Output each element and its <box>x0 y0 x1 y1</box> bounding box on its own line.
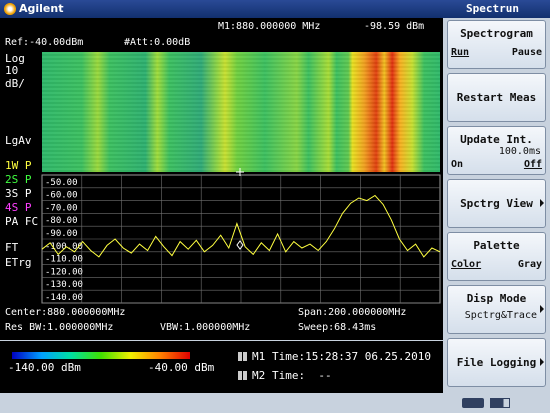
softkey-title: Spectrogram <box>460 27 533 40</box>
softkey[interactable]: Disp Mode Spctrg&Trace <box>447 285 546 334</box>
softkey-option: On <box>451 159 464 170</box>
center-freq: Center:880.000000MHz <box>5 307 126 318</box>
softkey[interactable]: Spectrogram Run Pause <box>447 20 546 69</box>
info-panel <box>0 341 443 393</box>
res-bw: Res BW:1.000000MHz <box>5 322 114 333</box>
softkey-title: File Logging <box>456 356 537 369</box>
side-label: 4S P <box>5 201 32 214</box>
softkey-title: Disp Mode <box>466 292 527 305</box>
battery-icon <box>490 398 510 408</box>
submenu-arrow <box>540 358 544 366</box>
submenu-arrow <box>540 199 544 207</box>
softkey-option: Pause <box>511 47 542 58</box>
softkey[interactable]: Restart Meas <box>447 73 546 122</box>
side-label: Log <box>5 52 25 65</box>
softkey-option: Color <box>451 259 482 270</box>
marker-readout: M1:880.000000 MHz <box>218 21 321 32</box>
sweep: Sweep:68.43ms <box>298 322 377 333</box>
time-text: Time:15:28:37 06.25.2010 <box>272 350 431 363</box>
marker-icon <box>238 371 247 380</box>
palette-max: -40.00 dBm <box>148 361 215 374</box>
softkey-title: Palette <box>473 239 520 252</box>
softkey-option: Gray <box>517 259 542 270</box>
palette-min: -140.00 dBm <box>8 361 81 374</box>
time-label: M1 <box>252 350 266 363</box>
time-label: M2 <box>252 369 266 382</box>
softkey-option: Run <box>451 47 470 58</box>
y-tick-label: -90.00 <box>45 229 78 239</box>
status-bar <box>0 393 550 413</box>
softkey[interactable]: Palette Color Gray <box>447 232 546 281</box>
side-label: 3S P <box>5 187 32 200</box>
top-bar <box>0 0 445 18</box>
softkey-option: Off <box>523 159 542 170</box>
spectrogram-marker <box>236 168 244 176</box>
y-tick-label: -70.00 <box>45 203 78 213</box>
side-label: ETrg <box>5 256 32 269</box>
softkey-value: Spctrg&Trace <box>464 310 537 321</box>
logo <box>4 3 16 15</box>
softkey[interactable]: Spctrg View <box>447 179 546 228</box>
side-label: dB/ <box>5 77 25 90</box>
y-tick-label: -110.00 <box>45 255 83 265</box>
y-tick-label: -50.00 <box>45 178 78 188</box>
marker-diamond <box>236 240 244 250</box>
ref-level: Ref:-40.00dBm <box>5 37 84 48</box>
palette-bar <box>12 352 190 359</box>
y-tick-label: -130.00 <box>45 280 83 290</box>
y-tick-label: -60.00 <box>45 191 78 201</box>
y-tick-label: -100.00 <box>45 242 83 252</box>
mode-title: Spectrun <box>466 2 519 15</box>
span: Span:200.000000MHz <box>298 307 407 318</box>
side-label: LgAv <box>5 134 32 147</box>
marker-icon <box>238 352 247 361</box>
brand: Agilent <box>19 2 64 15</box>
time-text: Time: -- <box>272 369 332 382</box>
softkey[interactable]: File Logging <box>447 338 546 387</box>
softkey-title: Restart Meas <box>456 91 537 104</box>
side-label: 2S P <box>5 173 32 186</box>
trace-plot: -50.00 -60.00 -70.00 -80.00 -90.00 -100.00 -11… <box>41 168 441 304</box>
y-tick-label: -80.00 <box>45 216 78 226</box>
softkey[interactable]: Update Int. 100.0ms On Off <box>447 126 546 175</box>
spectrogram <box>42 52 440 172</box>
side-label: FT <box>5 241 19 254</box>
vbw: VBW:1.000000MHz <box>160 322 251 333</box>
side-label: PA FC <box>5 215 39 228</box>
side-label: 10 <box>5 64 19 77</box>
y-tick-label: -120.00 <box>45 267 83 277</box>
spectrogram-texture <box>42 52 440 172</box>
softkey-title: Spctrg View <box>460 197 533 210</box>
softkey-title: Update Int. <box>460 133 533 146</box>
trace-line <box>41 194 441 258</box>
marker-level: -98.59 dBm <box>364 21 425 32</box>
y-tick-label: -140.00 <box>45 293 83 303</box>
usb-icon <box>462 398 484 408</box>
submenu-arrow <box>540 305 544 313</box>
mode-bar <box>445 0 550 18</box>
softkey-value: 100.0ms <box>498 146 541 157</box>
side-label: 1W P <box>5 159 32 172</box>
attenuation: #Att:0.00dB <box>124 37 191 48</box>
